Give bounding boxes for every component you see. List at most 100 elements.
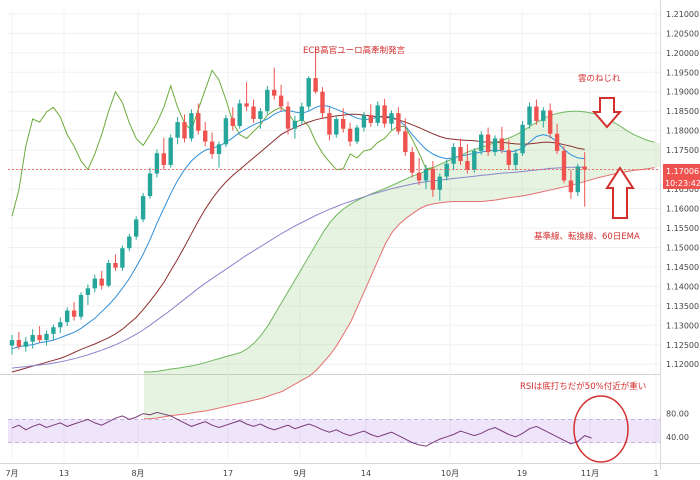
candle-body: [134, 219, 139, 237]
candle-body: [306, 78, 311, 107]
price-axis-border: [660, 0, 661, 470]
time-axis-border: [0, 463, 700, 464]
cloud-segment: [185, 365, 193, 415]
candle-body: [92, 278, 97, 289]
candle-body: [541, 110, 546, 121]
cloud-segment: [613, 122, 621, 175]
cloud-segment: [240, 348, 248, 404]
candle-body: [582, 166, 587, 170]
candle-body: [575, 166, 580, 193]
candle-body: [113, 263, 118, 268]
candle-body: [44, 333, 49, 341]
down-arrow-annotation: [591, 97, 623, 129]
candle-body: [472, 150, 477, 170]
candle-body: [389, 113, 394, 124]
y-tick-label: 1.19000: [666, 88, 699, 97]
cloud-segment: [351, 199, 358, 322]
rsi-annotation: RSIは底打ちだが50%付近が重い: [520, 381, 646, 392]
candle-body: [244, 103, 249, 107]
y-tick-label: 1.15000: [666, 243, 699, 252]
x-tick-label: 11月: [581, 469, 599, 478]
candle-body: [396, 113, 401, 132]
y-tick-label: 1.18000: [666, 127, 699, 136]
candle-body: [520, 124, 525, 154]
cloud-segment: [157, 370, 165, 418]
cloud-segment: [302, 255, 310, 380]
cloud-segment: [282, 290, 289, 392]
cloud-segment: [150, 371, 158, 419]
x-tick-label: 8月: [131, 469, 144, 478]
candle-body: [37, 335, 42, 341]
y-tick-label: 1.17500: [666, 146, 699, 155]
candle-body: [175, 122, 180, 138]
ecb-annotation: ECB高官ユーロ高牽制発言: [303, 45, 406, 56]
cloud-segment: [275, 301, 282, 394]
candle-body: [444, 163, 449, 177]
cloud-segment: [226, 354, 234, 407]
candle-body: [361, 115, 367, 128]
cloud-segment: [364, 193, 372, 291]
cloud-segment: [199, 362, 207, 412]
y-tick-label: 1.18500: [666, 107, 699, 116]
kumo-twist-annotation: 雲のねじれ: [578, 74, 621, 84]
y-tick-label: 1.12000: [666, 360, 699, 369]
lagging-span: [11, 69, 433, 217]
ema-60-line: [11, 166, 585, 369]
cloud-segment: [192, 364, 200, 413]
senkou-span-a: [144, 110, 655, 373]
candle-body: [534, 106, 539, 121]
candle-body: [458, 147, 463, 162]
candle-body: [327, 113, 332, 135]
x-tick-label: 1: [653, 469, 658, 478]
up-arrow-annotation: [605, 166, 635, 219]
y-tick-label: 1.13000: [666, 321, 699, 330]
cloud-segment: [592, 113, 600, 180]
candle-body: [416, 172, 422, 181]
cloud-segment: [206, 360, 213, 411]
candle-body: [147, 173, 153, 197]
candle-body: [410, 152, 415, 173]
candle-body: [203, 130, 208, 142]
y-tick-label: 1.14000: [666, 282, 699, 291]
cloud-segment: [399, 178, 407, 225]
rsi-highlight-circle: [573, 395, 629, 463]
cloud-segment: [144, 372, 151, 419]
cloud-segment: [371, 191, 379, 275]
x-tick-label: 10月: [441, 469, 459, 478]
cloud-segment: [288, 278, 296, 388]
candle-body: [106, 263, 111, 286]
candle-body: [237, 103, 242, 126]
y-tick-label: 1.19500: [666, 68, 699, 77]
cloud-segment: [344, 203, 351, 334]
y-tick-label: 1.14500: [666, 263, 699, 272]
cloud-segment: [606, 118, 614, 176]
cloud-segment: [509, 134, 517, 198]
y-tick-label: 1.13500: [666, 302, 699, 311]
candle-body: [499, 138, 505, 151]
y-tick-label: 1.15500: [666, 224, 699, 233]
y-tick-label: 1.16500: [666, 185, 699, 194]
price-badge-group: 1.17006 10:23:42: [663, 164, 700, 189]
candle-body: [278, 95, 284, 107]
cloud-segment: [482, 144, 489, 202]
y-tick-label: 1.21000: [666, 10, 699, 19]
cloud-segment: [489, 142, 496, 201]
cloud-segment: [247, 342, 255, 402]
annotation-layer: [573, 97, 635, 463]
candle-body: [430, 168, 436, 190]
candle-body: [548, 110, 553, 134]
candle-body: [189, 113, 194, 139]
candle-body: [375, 105, 380, 123]
candle-body: [16, 340, 22, 347]
y-tick-label: 1.12500: [666, 341, 699, 350]
candle-body: [347, 128, 353, 142]
x-tick-label: 9月: [293, 469, 306, 478]
cloud-segment: [475, 147, 483, 202]
candle-body: [9, 340, 15, 346]
cloud-segment: [551, 113, 558, 190]
candle-body: [479, 134, 484, 151]
cloud-segment: [627, 130, 634, 172]
candle-body: [437, 176, 442, 190]
